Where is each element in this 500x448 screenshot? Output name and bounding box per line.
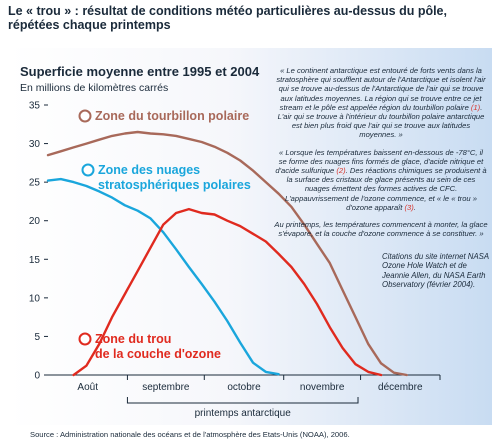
- quote-text: . Des réactions chimiques se produisent …: [284, 166, 487, 212]
- month-label: octobre: [227, 382, 261, 393]
- series-label: Zone du tourbillon polaire: [95, 109, 249, 123]
- y-tick-label: 0: [34, 371, 40, 382]
- spring-label: printemps antarctique: [195, 408, 292, 419]
- citation-note: Citations du site internet NASA Ozone Ho…: [382, 252, 489, 290]
- reference-1: (1): [470, 102, 481, 112]
- y-tick-label: 15: [29, 255, 41, 266]
- month-label: décembre: [378, 382, 423, 393]
- y-tick-label: 30: [29, 139, 41, 150]
- series-label: stratosphériques polaires: [98, 178, 251, 192]
- quote-text: . L'air qui se trouve à l'intérieur du t…: [277, 102, 485, 140]
- spring-bracket: [126, 397, 359, 404]
- quote-text: .: [413, 202, 416, 212]
- quote-polar-vortex: « Le continent antarctique est entouré d…: [274, 66, 488, 140]
- series-marker: [81, 163, 95, 177]
- series-label: Zone du trou: [95, 332, 171, 346]
- series-marker: [78, 332, 92, 346]
- y-tick-label: 5: [34, 332, 40, 343]
- quote-text: « Lorsque les températures baissent en-d…: [275, 147, 484, 176]
- source-note: Source : Administration nationale des oc…: [30, 430, 350, 439]
- series-marker: [78, 109, 92, 123]
- series-line: [46, 177, 280, 376]
- reference-2: (2): [336, 166, 346, 176]
- series-line: [46, 130, 408, 377]
- series-line: [72, 207, 383, 377]
- chart-unit-label: En millions de kilomètres carrés: [20, 82, 169, 94]
- month-label: septembre: [142, 382, 190, 393]
- y-tick-label: 10: [29, 293, 41, 304]
- page-title: Le « trou » : résultat de conditions mét…: [8, 4, 447, 32]
- y-tick-label: 25: [29, 178, 41, 189]
- quote-spring: Au printemps, les températures commencen…: [274, 220, 488, 239]
- y-tick-label: 20: [29, 216, 41, 227]
- quote-text: « Le continent antarctique est entouré d…: [276, 66, 486, 112]
- y-tick-label: 35: [29, 101, 41, 112]
- chart-title: Superficie moyenne entre 1995 et 2004: [20, 64, 260, 79]
- reference-3: (3): [404, 202, 414, 212]
- series-label: Zone des nuages: [98, 163, 200, 177]
- quote-clouds: « Lorsque les températures baissent en-d…: [274, 148, 488, 212]
- month-label: Août: [77, 382, 98, 393]
- quote-block: « Le continent antarctique est entouré d…: [274, 66, 488, 246]
- month-label: novembre: [300, 382, 345, 393]
- series-label: de la couche d'ozone: [95, 347, 221, 361]
